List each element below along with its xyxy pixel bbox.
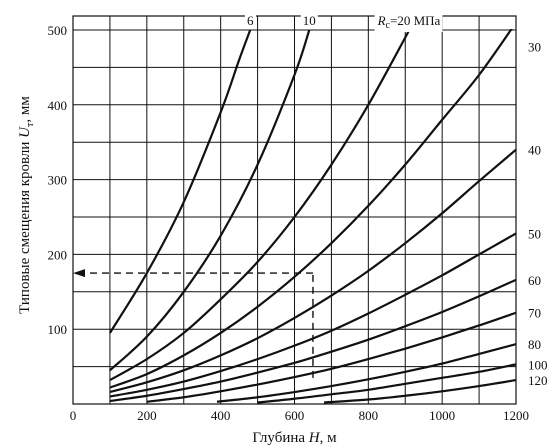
curve-label-background [526,271,543,289]
curve-rc-100 [257,363,516,404]
curve-label-60: 60 [528,273,541,288]
x-tick-label: 800 [359,408,379,423]
y-tick-label: 300 [48,173,68,188]
curve-rc-10 [109,29,311,372]
guide-lines [73,269,314,378]
curve-label-part: 10 [303,13,316,28]
x-axis-title: Глубина H, м [252,430,337,446]
y-tick-label: 500 [48,23,68,38]
curve-rc-120 [323,378,516,404]
curve-label-20: Rc=20 МПа [377,13,441,31]
curve-label-part: 70 [528,306,541,321]
curve-label-background [526,141,543,159]
curve-label-part: 40 [528,143,541,158]
xlabel-part: H [308,430,321,446]
curves [108,29,516,404]
x-tick-label: 0 [70,408,77,423]
labels: 0 200 400 600 800 1000 1200 100 200 300 400 500 Глуб… [17,12,550,446]
curve-rc-6 [108,29,252,334]
curve-label-background [526,372,550,390]
curve-label-part: 30 [528,39,541,54]
curve-rc-70 [146,311,516,403]
ylabel-part: U [17,126,33,138]
curve-label-part: 6 [247,13,254,28]
curve-label-background [526,225,543,243]
curve-label-background [526,356,550,374]
curve-label-30: 30 [528,39,541,54]
curve-label-part: 60 [528,273,541,288]
x-tick-label: 200 [137,408,157,423]
curve-label-background [374,12,443,32]
x-tick-label: 1200 [503,408,529,423]
curve-label-background [526,336,543,354]
curve-label-80: 80 [528,337,541,352]
y-tick-label: 400 [48,98,68,113]
curve-rc-80 [216,343,516,403]
curve-label-part: R [377,13,386,28]
curve-label-40: 40 [528,143,541,158]
curve-label-70: 70 [528,306,541,321]
x-tick-label: 400 [211,408,231,423]
curve-rc-40 [109,148,516,394]
curve-rc-50 [109,232,516,398]
curve-label-50: 50 [528,226,541,241]
xlabel-part: Глубина [252,430,308,446]
curve-label-10: 10 [303,13,316,28]
ylabel-part: Типовые смещения кровли [17,138,33,314]
curve-label-part: 120 [528,373,548,388]
grid [72,15,517,405]
curve-label-6: 6 [247,13,254,28]
curve-label-part: 80 [528,337,541,352]
xlabel-part: , м [320,430,338,446]
curve-rc-60 [109,278,516,403]
curve-label-part: c [386,20,391,31]
curve-label-100: 100 [528,357,548,372]
curve-label-background [526,304,543,322]
y-tick-label: 100 [48,322,68,337]
x-tick-label: 600 [285,408,305,423]
y-tick-label: 200 [48,247,68,262]
curve-label-background [300,12,318,29]
curve-rc-30 [109,29,513,389]
curve-label-part: =20 МПа [390,13,441,28]
curve-rc-20 [109,29,411,382]
curve-label-120: 120 [528,373,548,388]
y-axis-title: Типовые смещения кровли Uт, мм [17,96,36,314]
curve-label-background [244,12,256,29]
curve-label-part: 100 [528,357,548,372]
ylabel-part: т [25,122,36,127]
curve-label-background [526,38,543,56]
ylabel-part: , мм [17,96,33,123]
curve-label-part: 50 [528,226,541,241]
x-tick-label: 1000 [429,408,455,423]
